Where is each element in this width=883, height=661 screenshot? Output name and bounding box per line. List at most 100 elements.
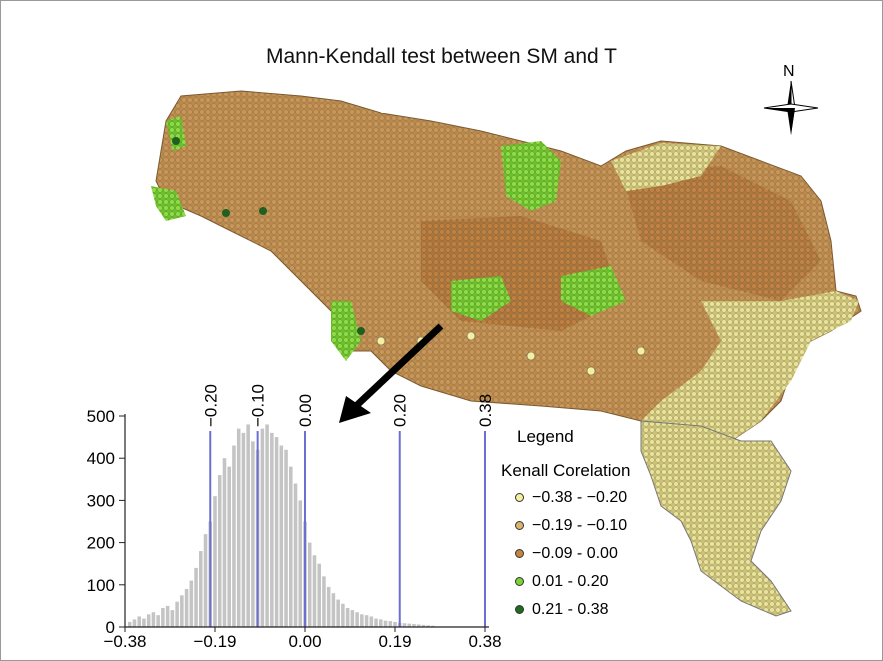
- legend-label: −0.09 - 0.00: [532, 545, 618, 562]
- x-tick-label: −0.38: [103, 632, 146, 651]
- histogram-bar: [199, 551, 203, 627]
- histogram-bar: [189, 580, 194, 627]
- legend-item: 0.21 - 0.38: [515, 601, 609, 619]
- histogram-bar: [151, 612, 156, 627]
- histogram-bar: [426, 625, 430, 627]
- histogram-bar: [350, 610, 355, 627]
- histogram-bar: [374, 618, 378, 627]
- histogram-bar: [431, 625, 435, 627]
- x-tick-label: 0.19: [378, 632, 411, 651]
- histogram-bar: [379, 619, 383, 627]
- histogram-bar: [289, 466, 293, 627]
- histogram-bar: [180, 595, 184, 627]
- histogram-bar: [322, 576, 326, 627]
- y-tick-label: 200: [87, 534, 115, 553]
- histogram-bar: [137, 616, 141, 627]
- histogram-bar: [284, 449, 288, 627]
- histogram-bar: [270, 432, 274, 627]
- histogram-bar: [184, 589, 189, 627]
- histogram-bar: [298, 500, 303, 627]
- histogram-bar: [416, 624, 421, 627]
- legend-label: 0.01 - 0.20: [532, 573, 609, 590]
- north-label: N: [783, 63, 795, 80]
- histogram-bar: [336, 599, 340, 627]
- y-tick-label: 500: [87, 407, 115, 426]
- region-south: [640, 420, 792, 617]
- histogram-bar: [360, 614, 364, 627]
- legend-subtitle: Kenall Corelation: [501, 461, 631, 480]
- histogram-bar: [393, 621, 397, 627]
- legend-label: 0.21 - 0.38: [532, 601, 609, 618]
- y-tick-label: 0: [106, 618, 115, 637]
- histogram-bar: [146, 614, 151, 627]
- histogram-bar: [341, 603, 345, 627]
- histogram-bar: [217, 475, 222, 627]
- histogram-bar: [232, 445, 236, 627]
- histogram-bar: [265, 424, 269, 627]
- y-tick-label: 100: [87, 576, 115, 595]
- legend-dot: [515, 577, 524, 587]
- y-tick-label: 300: [87, 491, 115, 510]
- histogram-bar: [161, 608, 165, 627]
- histogram-bar: [331, 593, 336, 627]
- histogram-bar: [222, 458, 227, 627]
- threshold-label: −0.10: [249, 384, 268, 427]
- map-title: Mann-Kendall test between SM and T: [266, 45, 617, 68]
- histogram-bar: [175, 601, 179, 627]
- histogram-bar: [355, 612, 359, 627]
- x-tick-label: 0.38: [468, 632, 501, 651]
- histogram-bar: [345, 608, 350, 627]
- histogram-bar: [165, 605, 170, 627]
- histogram-bar: [369, 616, 374, 627]
- histogram-bar: [421, 624, 426, 627]
- histogram-bar: [312, 555, 317, 627]
- threshold-label: −0.20: [201, 384, 220, 427]
- histogram-bar: [274, 437, 279, 627]
- region-east: [611, 143, 721, 191]
- histogram-bar: [279, 445, 284, 627]
- histogram-bar: [412, 624, 416, 627]
- histogram-bar: [246, 424, 250, 627]
- histogram-bar: [364, 615, 369, 627]
- histogram-bar: [251, 441, 255, 627]
- x-tick-label: −0.19: [193, 632, 236, 651]
- histogram-bar: [260, 428, 265, 627]
- legend-item: −0.09 - 0.00: [515, 545, 618, 563]
- legend-dot: [515, 605, 524, 615]
- histogram-bar: [236, 428, 241, 627]
- histogram-bar: [227, 466, 231, 627]
- histogram-bar: [194, 567, 198, 627]
- histogram-bar: [127, 621, 132, 627]
- histogram-bar: [402, 623, 407, 627]
- legend-dot: [515, 549, 524, 559]
- legend-dot: [515, 521, 524, 531]
- histogram-bar: [241, 432, 246, 627]
- histogram-bar: [142, 618, 146, 627]
- threshold-label: 0.00: [296, 394, 315, 427]
- legend-title: Legend: [517, 427, 574, 446]
- legend-item: −0.38 - −0.20: [515, 489, 627, 507]
- histogram-bar: [132, 619, 137, 627]
- histogram-bar: [326, 586, 331, 627]
- north-arrow-icon: [763, 80, 819, 135]
- histogram-bar: [293, 483, 298, 627]
- histogram-bar: [383, 620, 388, 627]
- histogram-bar: [388, 621, 393, 627]
- x-tick-label: 0.00: [288, 632, 321, 651]
- histogram-bar: [203, 534, 208, 627]
- threshold-label: 0.20: [391, 394, 410, 427]
- histogram-bar: [307, 542, 312, 627]
- legend-label: −0.19 - −0.10: [532, 517, 628, 534]
- histogram-bar: [156, 615, 160, 627]
- histogram-bar: [213, 496, 217, 627]
- legend-dot: [515, 493, 524, 503]
- threshold-label: 0.38: [476, 394, 495, 427]
- y-tick-label: 400: [87, 449, 115, 468]
- legend-item: −0.19 - −0.10: [515, 517, 627, 535]
- legend-label: −0.38 - −0.20: [532, 489, 628, 506]
- legend-item: 0.01 - 0.20: [515, 573, 609, 591]
- histogram-bar: [407, 623, 411, 627]
